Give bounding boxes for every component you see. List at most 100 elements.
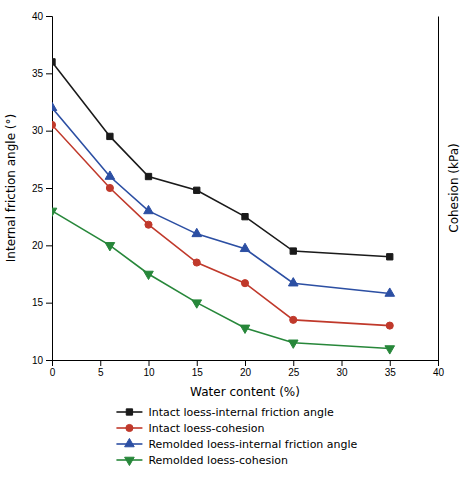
x-tick-label: 30 [336,367,348,378]
point [52,121,56,128]
y-tick: 10 [32,355,52,366]
x-tick: 25 [288,360,300,378]
y-tick-mark [46,73,52,74]
legend-item: Remolded loess-cohesion [116,454,288,467]
x-tick: 30 [336,360,348,378]
y2-axis-line [438,17,439,361]
x-tick: 0 [50,360,56,378]
y-tick: 40 [32,11,52,22]
legend-label: Remolded loess-cohesion [148,454,288,467]
x-axis: 0 5 10 15 20 25 30 35 40 [50,360,445,378]
series [52,208,395,354]
x-tick-mark [390,360,391,366]
legend-item: Intact loess-cohesion [116,422,264,435]
point [290,316,297,323]
y-tick: 35 [32,68,52,79]
point [385,288,395,296]
point [107,133,113,139]
x-axis-title: Water content (%) [190,385,300,399]
y-tick-mark [46,131,52,132]
point [290,248,296,254]
point [52,208,57,216]
legend-item: Intact loess-internal friction angle [116,406,334,419]
legend-swatch-marker [125,457,135,465]
series-line [52,62,390,257]
x-tick-label: 0 [50,367,56,378]
series-line [52,125,390,326]
x-tick-label: 40 [433,367,445,378]
x-tick-mark [197,360,198,366]
y-tick: 25 [32,183,52,194]
legend-item: Remolded loess-internal friction angle [116,438,357,451]
y-tick-mark [46,360,52,361]
legend-swatch-marker [126,424,133,431]
marks [52,59,395,354]
x-tick-mark [293,360,294,366]
y-tick-mark [46,16,52,17]
x-tick-label: 5 [98,367,104,378]
point [288,340,298,348]
x-tick-label: 15 [192,367,204,378]
x-tick: 15 [192,360,204,378]
x-tick: 10 [143,360,155,378]
y-tick: 20 [32,240,52,251]
plot-area: 0 5 10 15 20 25 30 35 40 10 15 20 25 30 35 40 [32,11,445,378]
x-tick: 35 [385,360,397,378]
x-tick: 20 [240,360,252,378]
series [52,102,395,296]
x-tick-label: 20 [240,367,252,378]
point [144,205,154,213]
point [192,228,202,236]
point [105,243,115,251]
x-tick-mark [149,360,150,366]
point [240,325,250,333]
point [288,278,298,286]
x-tick-label: 25 [288,367,300,378]
point [386,322,393,329]
y-tick-mark [46,303,52,304]
x-tick-mark [438,360,439,366]
y-tick: 15 [32,297,52,308]
y-tick-label: 30 [32,125,44,136]
point [52,102,57,110]
point [194,187,200,193]
y-tick-label: 15 [32,297,44,308]
y-tick-label: 40 [32,11,44,22]
y-axis-line [46,17,53,361]
legend-label: Remolded loess-internal friction angle [148,438,357,451]
y-tick-mark [46,245,52,246]
x-tick-mark [245,360,246,366]
y-tick-label: 20 [32,240,44,251]
point [241,280,248,287]
point [193,259,200,266]
point [240,243,250,251]
x-axis-line [53,361,439,367]
point [242,214,248,220]
y-tick-mark [46,188,52,189]
x-tick-mark [100,360,101,366]
y2-axis-title: Cohesion (kPa) [447,143,461,232]
x-tick: 5 [98,360,104,378]
x-tick-label: 10 [143,367,155,378]
series-line [52,108,390,294]
point [385,346,395,354]
series-line [52,211,390,349]
point [105,171,115,179]
point [192,300,202,308]
y-tick: 30 [32,125,52,136]
legend-swatch-marker [126,409,132,415]
point [52,59,55,65]
series [52,59,393,260]
y-axis: 10 15 20 25 30 35 40 [32,11,53,366]
x-tick-label: 35 [385,367,397,378]
legend: Intact loess-internal friction angle Inta… [116,406,357,467]
point [145,173,151,179]
series [52,121,393,329]
y-axis-title: Internal friction angle (°) [4,114,18,262]
y-tick-label: 25 [32,183,44,194]
y-tick-label: 10 [32,355,44,366]
point [144,271,154,279]
legend-label: Intact loess-cohesion [148,422,264,435]
chart: 0 5 10 15 20 25 30 35 40 10 15 20 25 30 35 40 Water cont… [0,0,474,484]
legend-label: Intact loess-internal friction angle [148,406,334,419]
